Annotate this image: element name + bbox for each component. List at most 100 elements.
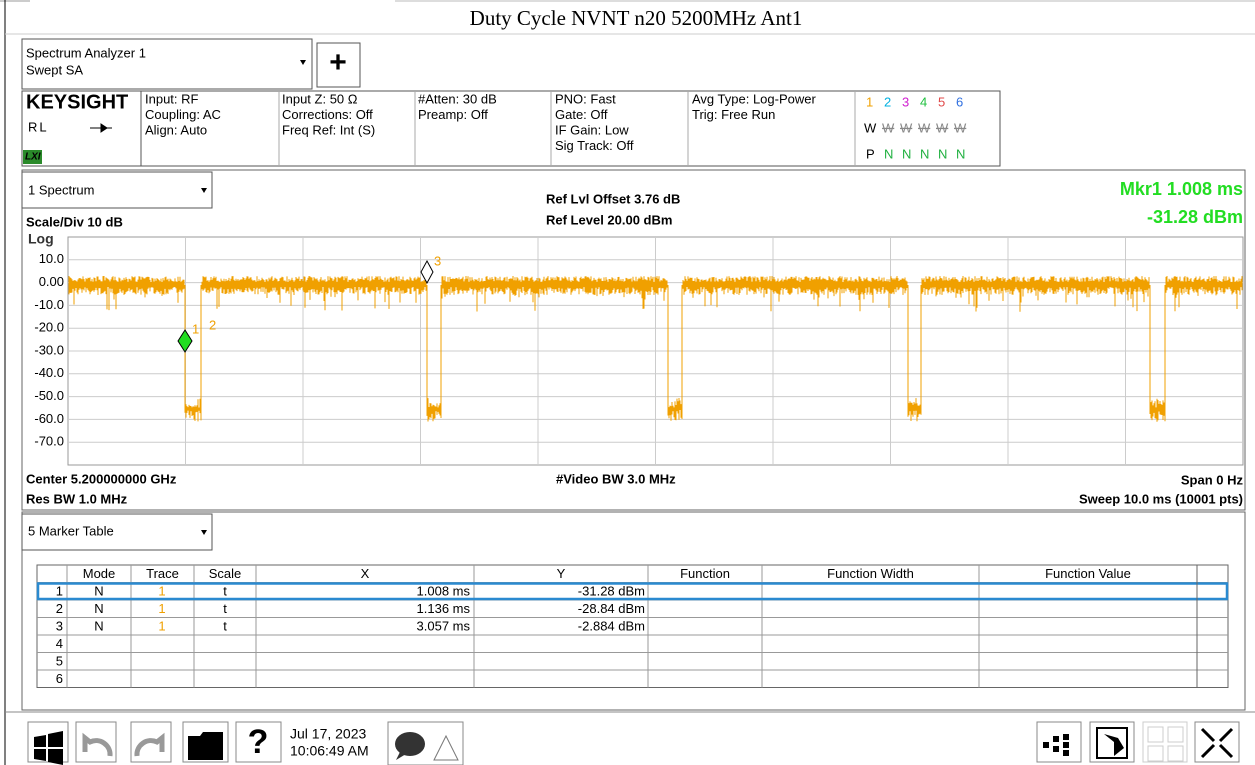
marker-readout: Mkr1 1.008 ms (1120, 179, 1243, 199)
info-text: Coupling: AC (145, 107, 221, 122)
trace-number: 5 (938, 94, 945, 109)
y-value: -2.884 dBm (578, 619, 645, 634)
layout-icon (1043, 734, 1069, 756)
y-axis-label: -30.0 (34, 342, 64, 357)
lxi-badge (23, 150, 42, 164)
y-axis-label: -40.0 (34, 365, 64, 380)
trace-type: W (936, 120, 949, 135)
help-label: ? (248, 723, 269, 761)
brand: KEYSIGHT (26, 91, 128, 113)
redo-icon (134, 732, 165, 757)
analyzer-mode: Swept SA (26, 62, 83, 77)
info-text: Input: RF (145, 91, 199, 106)
trace-number: 2 (884, 94, 891, 109)
sweep: Sweep 10.0 ms (10001 pts) (1079, 491, 1243, 506)
rf-arrow (90, 123, 112, 133)
marker-label: 2 (209, 317, 216, 332)
x-value: 1.136 ms (417, 601, 471, 616)
mode: N (94, 584, 103, 599)
spectrum-selector[interactable] (21, 171, 213, 209)
trace-type: W (918, 120, 931, 135)
ref-offset: Ref Lvl Offset 3.76 dB (546, 191, 680, 206)
alert-icon (433, 734, 459, 761)
date: Jul 17, 2023 (290, 726, 366, 742)
window-icon (1147, 726, 1184, 762)
video-bw: #Video BW 3.0 MHz (556, 471, 676, 486)
chat-icon (395, 732, 425, 756)
table-header: X (361, 566, 370, 581)
marker-table-selector[interactable] (21, 513, 213, 551)
log-label: Log (28, 231, 54, 247)
chat-tail (396, 752, 406, 760)
y-axis-label: 0.00 (39, 274, 64, 289)
info-text: IF Gain: Low (555, 122, 629, 137)
graph: 10.0 0.00 -10.0 -20.0 -30.0 -40.0 -50.0 -60.0 -7… (34, 236, 1244, 466)
analyzer-selector[interactable] (21, 38, 313, 90)
trace: 1 (158, 619, 165, 634)
row-number: 2 (56, 601, 63, 616)
y-axis-label: -60.0 (34, 411, 64, 426)
spectrum-window-label: 1 Spectrum (28, 182, 94, 197)
table-frame (36, 564, 1229, 688)
trace (68, 276, 1243, 422)
info-text: Trig: Free Run (692, 107, 775, 122)
trace-type: W (882, 120, 895, 135)
scale: t (223, 619, 227, 634)
row-number: 4 (56, 636, 63, 651)
detector: N (938, 146, 947, 161)
table-header: Trace (146, 566, 179, 581)
add-button[interactable] (316, 42, 361, 88)
info-text: Freq Ref: Int (S) (282, 122, 375, 137)
detector: N (956, 146, 965, 161)
trace-type: W (864, 120, 877, 135)
trace-type: W (900, 120, 913, 135)
row-number: 1 (56, 584, 63, 599)
lxi: LXI (25, 152, 41, 163)
y-axis-label: -70.0 (34, 434, 64, 449)
marker-1 (177, 329, 193, 353)
dropdown-arrow (300, 60, 306, 65)
folder-icon (188, 732, 223, 760)
table-header: Function Width (827, 566, 914, 581)
y-value: -28.84 dBm (578, 601, 645, 616)
touch-icon (1104, 734, 1124, 756)
x-value: 3.057 ms (417, 619, 471, 634)
dropdown-arrow (201, 188, 207, 193)
detector: N (902, 146, 911, 161)
res-bw: Res BW 1.0 MHz (26, 491, 128, 506)
x-value: 1.008 ms (417, 584, 471, 599)
trace: 1 (158, 601, 165, 616)
rl: RL (28, 119, 49, 134)
y-value: -31.28 dBm (578, 584, 645, 599)
info-text: Gate: Off (555, 107, 608, 122)
analyzer-name: Spectrum Analyzer 1 (26, 45, 146, 60)
add-button-label: + (329, 46, 347, 79)
info-text: Corrections: Off (282, 107, 373, 122)
table-header: Function (680, 566, 730, 581)
row-number: 5 (56, 654, 63, 669)
scale: t (223, 584, 227, 599)
trace-number: 3 (902, 94, 909, 109)
info-text: Sig Track: Off (555, 138, 634, 153)
taskbar: ? Jul 17, 2023 10:06:49 AM (5, 711, 1255, 765)
info-text: Preamp: Off (418, 107, 488, 122)
table-header: Scale (209, 566, 242, 581)
page-title: Duty Cycle NVNT n20 5200MHz Ant1 (470, 6, 803, 30)
marker-table: Mode Trace Scale X Y Function Function Width Fu… (36, 564, 1229, 688)
mode: N (94, 619, 103, 634)
info-text: PNO: Fast (555, 91, 616, 106)
dropdown-arrow (201, 530, 207, 535)
selected-row (36, 582, 1229, 601)
trace-type: W (954, 120, 967, 135)
trace: 1 (158, 584, 165, 599)
trace-number: 4 (920, 94, 927, 109)
row-number: 6 (56, 671, 63, 686)
info-text: Align: Auto (145, 122, 207, 137)
table-header: Mode (83, 566, 116, 581)
row-number: 3 (56, 619, 63, 634)
help-button[interactable] (235, 721, 282, 763)
time: 10:06:49 AM (290, 743, 369, 759)
